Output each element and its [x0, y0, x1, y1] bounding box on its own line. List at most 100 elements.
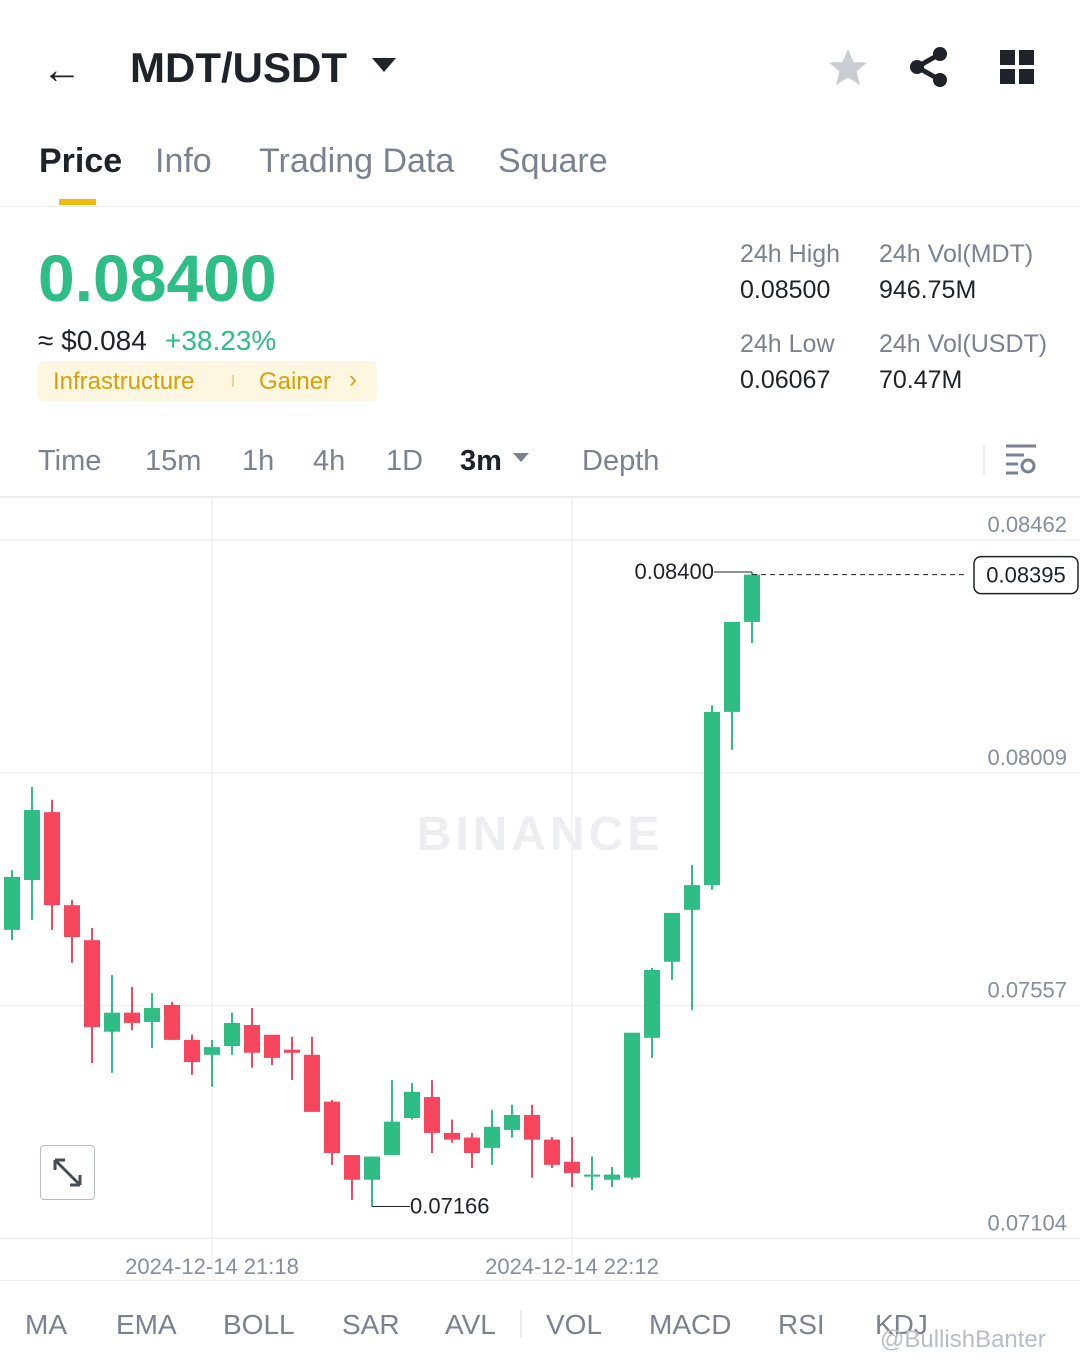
pair-title[interactable]: MDT/USDT — [130, 44, 347, 91]
interval[interactable]: 1h — [242, 445, 275, 477]
candle-body — [384, 1121, 400, 1156]
dropdown-caret[interactable] — [370, 56, 398, 76]
candle-body — [224, 1022, 240, 1047]
candle-body — [324, 1101, 340, 1154]
candle-body — [64, 905, 80, 938]
tab[interactable]: Info — [155, 142, 212, 180]
candle-body — [184, 1039, 200, 1063]
stat-value: 0.06067 — [740, 366, 831, 394]
candle-body — [644, 969, 660, 1038]
tab[interactable]: Price — [39, 142, 123, 180]
candle-body — [624, 1032, 640, 1178]
candle-body — [84, 940, 100, 1028]
y-tick-label: 0.07557 — [987, 977, 1067, 1002]
candle-body — [664, 912, 680, 962]
interval[interactable]: 4h — [313, 445, 346, 477]
stat-label: 24h Vol(MDT) — [879, 240, 1034, 268]
indicator[interactable]: SAR — [342, 1309, 400, 1340]
candle-body — [544, 1139, 560, 1165]
stat-value: 946.75M — [879, 276, 977, 304]
interval[interactable]: Depth — [582, 445, 660, 477]
y-tick-label: 0.07104 — [987, 1210, 1067, 1235]
candlestick-chart: BINANCE 0.07104 0.07557 0.08009 0.08462 2024… — [0, 498, 1080, 1280]
divider — [0, 1280, 1080, 1281]
tag-box[interactable] — [38, 361, 377, 401]
x-tick-label: 2024-12-14 22:12 — [485, 1254, 659, 1279]
last-price-label: 0.08395 — [986, 563, 1066, 588]
indicator[interactable]: KDJ — [875, 1309, 928, 1340]
indicator[interactable]: BOLL — [223, 1309, 295, 1340]
y-tick-label: 0.08009 — [987, 745, 1067, 770]
indicator[interactable]: MACD — [649, 1309, 732, 1340]
candle-body — [364, 1156, 380, 1180]
candle-body — [504, 1114, 520, 1130]
stat-label: 24h Low — [740, 330, 835, 358]
candle-body — [744, 574, 760, 622]
chart-settings[interactable] — [1004, 443, 1038, 475]
stat-label: 24h High — [740, 240, 841, 268]
interval[interactable]: 1D — [386, 445, 424, 477]
interval-caret[interactable] — [512, 452, 530, 464]
candle-body — [204, 1047, 220, 1055]
candle-body — [244, 1024, 260, 1053]
candle-body — [104, 1012, 120, 1032]
share[interactable] — [908, 46, 950, 88]
grid-menu[interactable] — [1000, 50, 1034, 84]
candle-body — [464, 1137, 480, 1154]
candle-body — [524, 1114, 540, 1140]
candle-body — [704, 711, 720, 886]
divider — [0, 206, 1080, 207]
candle-body — [284, 1049, 300, 1053]
candle-body — [264, 1034, 280, 1058]
candle-body — [444, 1132, 460, 1140]
annotation-label: 0.07166 — [410, 1193, 490, 1218]
candle-body — [584, 1174, 600, 1177]
candle-body — [484, 1126, 500, 1148]
candle-body — [724, 621, 740, 712]
indicator[interactable]: RSI — [778, 1309, 825, 1340]
candle-body — [684, 885, 700, 910]
indicator[interactable]: MA — [25, 1309, 67, 1340]
fiat-price: ≈ $0.084 — [38, 325, 147, 356]
tab[interactable]: Trading Data — [259, 142, 455, 180]
stat-value: 70.47M — [879, 366, 963, 394]
candle-body — [144, 1008, 160, 1022]
stat-value: 0.08500 — [740, 276, 831, 304]
tag-arrow[interactable]: › — [349, 366, 357, 393]
annotation-label: 0.08400 — [634, 559, 714, 584]
interval[interactable]: Time — [38, 445, 102, 477]
candle-body — [124, 1012, 140, 1023]
indicator[interactable]: EMA — [116, 1309, 177, 1340]
watermark: BINANCE — [417, 808, 664, 861]
candle-body — [404, 1091, 420, 1119]
candle-body — [564, 1161, 580, 1174]
expand-button[interactable] — [40, 1145, 95, 1200]
tag-separator — [232, 375, 234, 387]
stat-label: 24h Vol(USDT) — [879, 330, 1048, 358]
tab-indicator — [59, 199, 96, 205]
x-tick-label: 2024-12-14 21:18 — [125, 1254, 299, 1279]
candle-body — [604, 1174, 620, 1180]
indicator[interactable]: AVL — [445, 1309, 496, 1340]
indicator[interactable]: VOL — [546, 1309, 603, 1340]
last-price-tag — [973, 555, 1079, 595]
candle-body — [4, 876, 20, 930]
favorite[interactable] — [826, 46, 870, 90]
interval[interactable]: 15m — [145, 445, 202, 477]
tag[interactable]: Infrastructure — [53, 368, 195, 395]
candle-body — [44, 812, 60, 906]
candle-body — [344, 1155, 360, 1180]
candle-body — [164, 1004, 180, 1040]
candle-body — [24, 810, 40, 881]
tab[interactable]: Square — [498, 142, 608, 180]
divider — [520, 1310, 522, 1338]
watermark: @BullishBanter — [880, 1326, 1046, 1353]
y-tick-label: 0.08462 — [987, 512, 1067, 537]
candle-body — [304, 1054, 320, 1112]
back[interactable]: ← — [42, 48, 82, 92]
interval[interactable]: 3m — [460, 445, 502, 477]
tag[interactable]: Gainer — [259, 368, 332, 395]
candle-body — [424, 1096, 440, 1133]
price-change: +38.23% — [165, 325, 277, 356]
